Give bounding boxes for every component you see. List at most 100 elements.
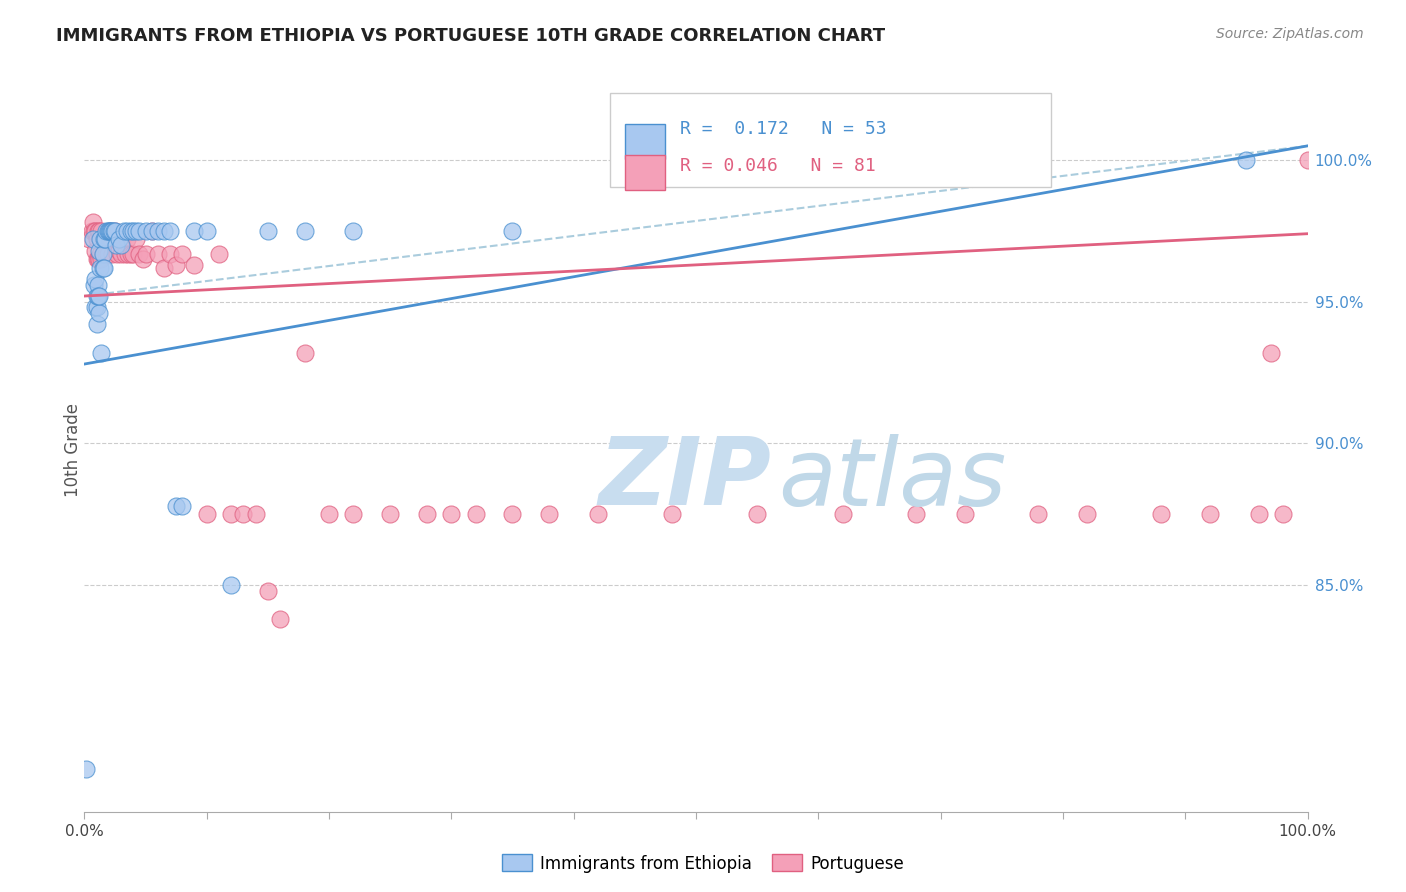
Point	[141, 224, 163, 238]
Point	[538, 507, 561, 521]
Point	[135, 224, 157, 238]
Point	[86, 301, 108, 315]
Point	[831, 507, 853, 521]
Point	[159, 246, 181, 260]
Point	[89, 246, 111, 260]
Point	[100, 232, 122, 246]
Point	[90, 345, 112, 359]
Point	[1028, 507, 1050, 521]
Point	[77, 232, 100, 246]
Point	[159, 224, 181, 238]
Point	[1272, 507, 1295, 521]
Point	[111, 232, 134, 246]
Point	[342, 507, 364, 521]
Point	[96, 246, 118, 260]
Point	[294, 224, 316, 238]
Point	[318, 507, 340, 521]
Point	[93, 232, 115, 246]
Point	[87, 277, 110, 292]
Point	[153, 260, 176, 275]
Legend: Immigrants from Ethiopia, Portuguese: Immigrants from Ethiopia, Portuguese	[495, 847, 911, 880]
Point	[464, 507, 486, 521]
Point	[110, 238, 132, 252]
Point	[89, 232, 111, 246]
Point	[1247, 507, 1270, 521]
Text: ZIP: ZIP	[598, 434, 770, 525]
Point	[105, 238, 128, 252]
Point	[110, 246, 132, 260]
Text: atlas: atlas	[778, 434, 1007, 524]
Point	[117, 246, 139, 260]
Point	[245, 507, 267, 521]
Point	[103, 224, 125, 238]
Point	[97, 246, 120, 260]
Point	[93, 232, 115, 246]
Text: IMMIGRANTS FROM ETHIOPIA VS PORTUGUESE 10TH GRADE CORRELATION CHART: IMMIGRANTS FROM ETHIOPIA VS PORTUGUESE 1…	[56, 27, 886, 45]
Point	[172, 246, 194, 260]
Point	[208, 246, 231, 260]
Point	[219, 507, 242, 521]
Point	[747, 507, 769, 521]
Text: Source: ZipAtlas.com: Source: ZipAtlas.com	[1216, 27, 1364, 41]
Point	[120, 246, 142, 260]
Point	[128, 246, 150, 260]
Point	[257, 583, 280, 598]
Point	[107, 232, 129, 246]
Point	[115, 232, 138, 246]
Text: R = 0.046   N = 81: R = 0.046 N = 81	[681, 157, 876, 175]
Point	[1236, 153, 1258, 167]
Point	[87, 289, 110, 303]
Point	[416, 507, 439, 521]
Point	[84, 272, 107, 286]
Point	[103, 232, 125, 246]
Point	[440, 507, 463, 521]
Point	[153, 224, 176, 238]
Point	[86, 318, 108, 332]
Point	[97, 224, 120, 238]
Point	[128, 224, 150, 238]
Point	[98, 224, 121, 238]
Point	[94, 232, 117, 246]
Point	[97, 224, 120, 238]
Point	[141, 224, 163, 238]
Point	[257, 224, 280, 238]
Point	[195, 224, 218, 238]
Point	[183, 224, 205, 238]
Point	[146, 246, 169, 260]
Point	[89, 260, 111, 275]
Point	[661, 507, 683, 521]
Point	[98, 224, 121, 238]
Point	[90, 224, 112, 238]
Point	[101, 246, 124, 260]
Text: R =  0.172   N = 53: R = 0.172 N = 53	[681, 120, 887, 137]
Point	[93, 246, 115, 260]
Point	[83, 277, 105, 292]
Point	[87, 306, 110, 320]
Point	[586, 507, 609, 521]
Point	[232, 507, 254, 521]
Point	[125, 232, 148, 246]
FancyBboxPatch shape	[610, 93, 1050, 186]
Point	[86, 232, 108, 246]
Point	[82, 232, 104, 246]
FancyBboxPatch shape	[626, 155, 665, 190]
Point	[165, 499, 187, 513]
Point	[112, 224, 135, 238]
Point	[1260, 345, 1282, 359]
Point	[83, 224, 105, 238]
Point	[105, 246, 128, 260]
Point	[75, 762, 97, 776]
Point	[107, 244, 129, 258]
Point	[91, 246, 114, 260]
Point	[97, 232, 120, 246]
Point	[165, 258, 187, 272]
Point	[122, 224, 145, 238]
Point	[195, 507, 218, 521]
Point	[87, 224, 110, 238]
Point	[135, 246, 157, 260]
Point	[953, 507, 976, 521]
Point	[380, 507, 402, 521]
Point	[87, 224, 110, 238]
Point	[183, 258, 205, 272]
Point	[294, 345, 316, 359]
